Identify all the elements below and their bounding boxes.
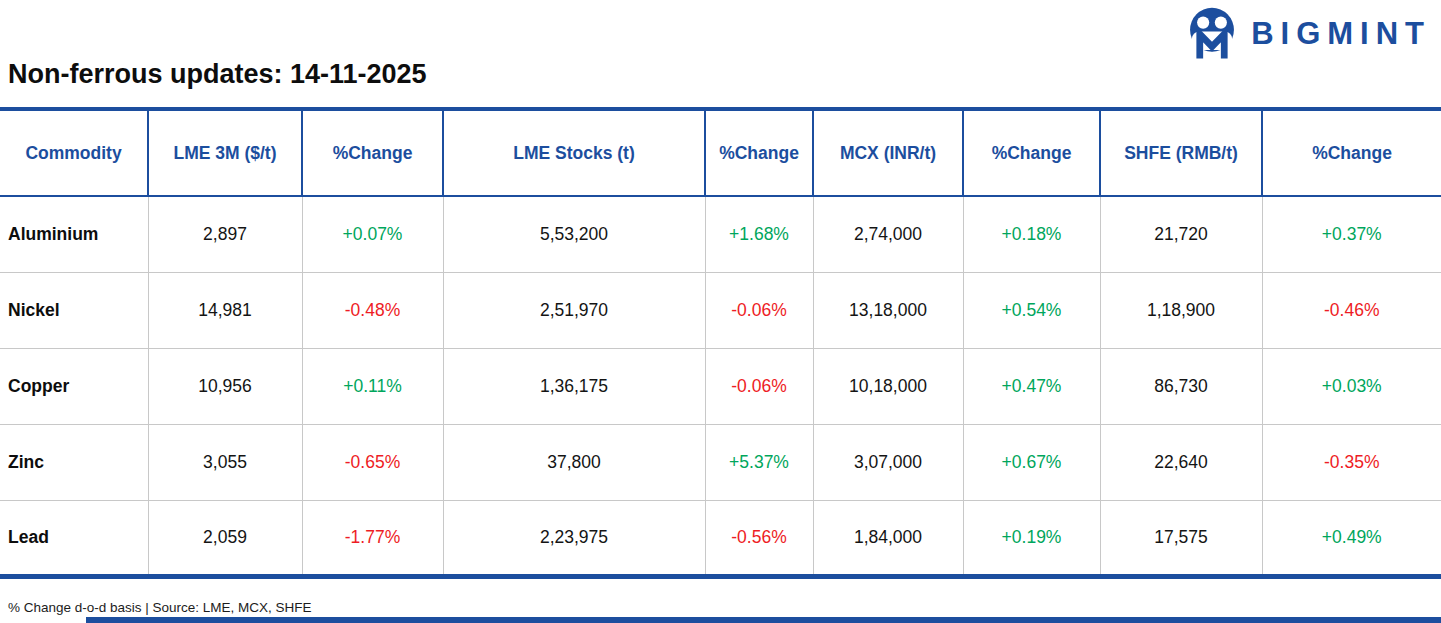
table-header-row: Commodity LME 3M ($/t) %Change LME Stock… <box>0 109 1441 196</box>
bottom-accent-bar <box>86 617 1441 623</box>
col-header-mcx: MCX (INR/t) <box>813 109 963 196</box>
table-row: Aluminium2,897+0.07%5,53,200+1.68%2,74,0… <box>0 196 1441 272</box>
price-cell: 1,36,175 <box>443 348 705 424</box>
percent-change-cell: +1.68% <box>705 196 813 272</box>
col-header-lme-stocks-change: %Change <box>705 109 813 196</box>
col-header-mcx-change: %Change <box>963 109 1100 196</box>
price-cell: 10,18,000 <box>813 348 963 424</box>
col-header-lme-3m: LME 3M ($/t) <box>148 109 302 196</box>
price-cell: 2,897 <box>148 196 302 272</box>
price-cell: 37,800 <box>443 424 705 500</box>
bigmint-logo-icon <box>1185 6 1239 62</box>
col-header-lme-3m-change: %Change <box>302 109 443 196</box>
price-cell: 17,575 <box>1100 500 1262 576</box>
price-cell: 2,23,975 <box>443 500 705 576</box>
table-row: Lead2,059-1.77%2,23,975-0.56%1,84,000+0.… <box>0 500 1441 576</box>
price-cell: 5,53,200 <box>443 196 705 272</box>
price-cell: 2,51,970 <box>443 272 705 348</box>
percent-change-cell: -0.06% <box>705 348 813 424</box>
percent-change-cell: +0.47% <box>963 348 1100 424</box>
price-cell: 1,84,000 <box>813 500 963 576</box>
table-row: Nickel14,981-0.48%2,51,970-0.06%13,18,00… <box>0 272 1441 348</box>
footnote: % Change d-o-d basis | Source: LME, MCX,… <box>8 600 312 615</box>
price-cell: 86,730 <box>1100 348 1262 424</box>
commodity-cell: Zinc <box>0 424 148 500</box>
percent-change-cell: +0.03% <box>1262 348 1441 424</box>
col-header-lme-stocks: LME Stocks (t) <box>443 109 705 196</box>
price-cell: 2,059 <box>148 500 302 576</box>
col-header-commodity: Commodity <box>0 109 148 196</box>
price-cell: 21,720 <box>1100 196 1262 272</box>
col-header-shfe: SHFE (RMB/t) <box>1100 109 1262 196</box>
percent-change-cell: +0.67% <box>963 424 1100 500</box>
price-cell: 14,981 <box>148 272 302 348</box>
percent-change-cell: -0.48% <box>302 272 443 348</box>
commodity-cell: Copper <box>0 348 148 424</box>
page: BIGMINT Non-ferrous updates: 14-11-2025 … <box>0 0 1441 623</box>
commodity-cell: Aluminium <box>0 196 148 272</box>
percent-change-cell: -0.46% <box>1262 272 1441 348</box>
price-cell: 3,07,000 <box>813 424 963 500</box>
col-header-shfe-change: %Change <box>1262 109 1441 196</box>
table-row: Copper10,956+0.11%1,36,175-0.06%10,18,00… <box>0 348 1441 424</box>
price-cell: 22,640 <box>1100 424 1262 500</box>
price-cell: 10,956 <box>148 348 302 424</box>
bigmint-logo-text: BIGMINT <box>1251 16 1431 52</box>
percent-change-cell: -0.56% <box>705 500 813 576</box>
percent-change-cell: -0.06% <box>705 272 813 348</box>
table-row: Zinc3,055-0.65%37,800+5.37%3,07,000+0.67… <box>0 424 1441 500</box>
commodity-cell: Nickel <box>0 272 148 348</box>
percent-change-cell: +0.19% <box>963 500 1100 576</box>
bigmint-logo: BIGMINT <box>1185 6 1431 62</box>
commodity-cell: Lead <box>0 500 148 576</box>
commodity-table: Commodity LME 3M ($/t) %Change LME Stock… <box>0 107 1441 579</box>
percent-change-cell: +0.11% <box>302 348 443 424</box>
percent-change-cell: +0.07% <box>302 196 443 272</box>
price-cell: 2,74,000 <box>813 196 963 272</box>
percent-change-cell: -1.77% <box>302 500 443 576</box>
percent-change-cell: -0.65% <box>302 424 443 500</box>
percent-change-cell: +0.18% <box>963 196 1100 272</box>
percent-change-cell: +0.49% <box>1262 500 1441 576</box>
price-cell: 1,18,900 <box>1100 272 1262 348</box>
percent-change-cell: -0.35% <box>1262 424 1441 500</box>
price-cell: 3,055 <box>148 424 302 500</box>
percent-change-cell: +5.37% <box>705 424 813 500</box>
price-cell: 13,18,000 <box>813 272 963 348</box>
percent-change-cell: +0.54% <box>963 272 1100 348</box>
percent-change-cell: +0.37% <box>1262 196 1441 272</box>
page-title: Non-ferrous updates: 14-11-2025 <box>8 59 427 90</box>
